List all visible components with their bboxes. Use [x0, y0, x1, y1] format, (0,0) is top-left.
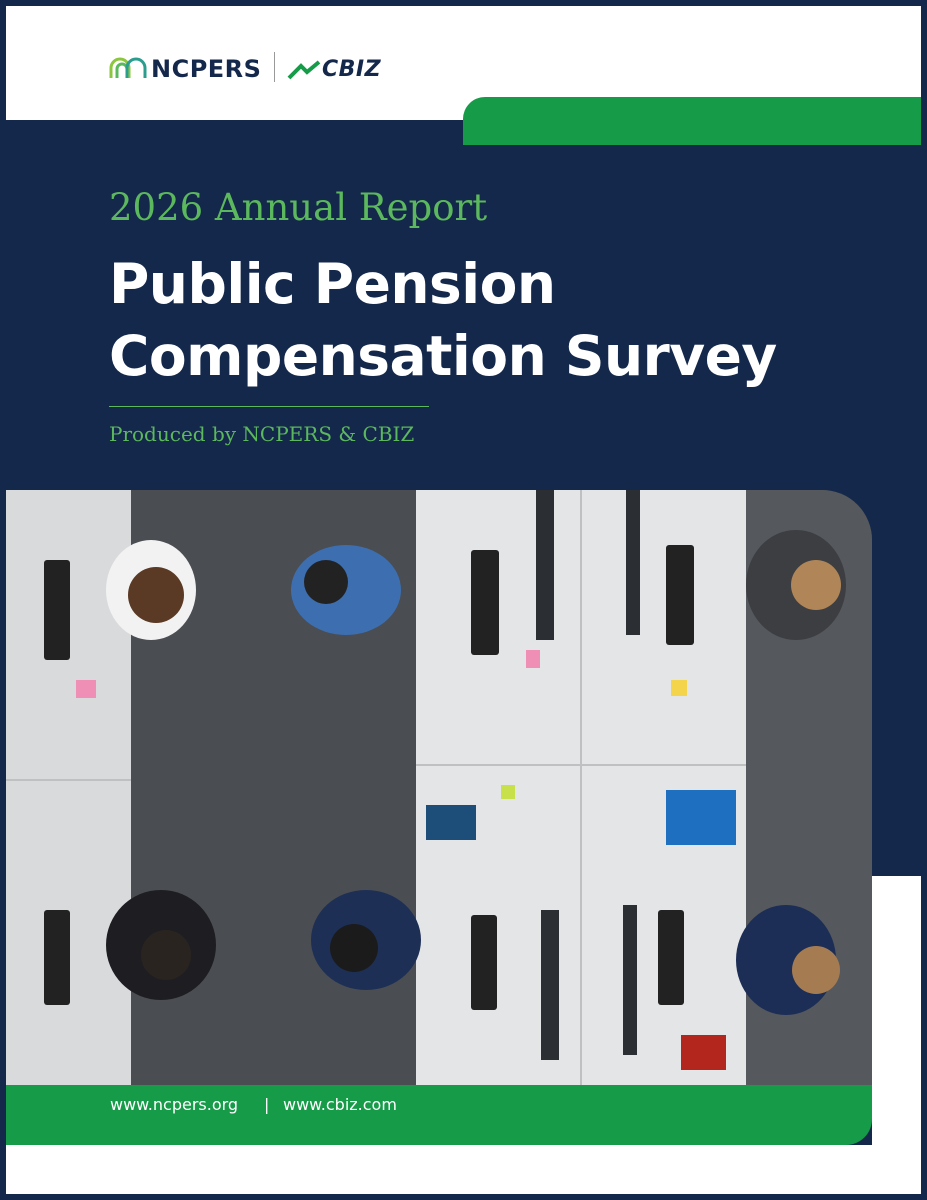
green-tab — [463, 97, 921, 145]
footer-link: www.ncpers.org — [110, 1095, 239, 1114]
white-block — [872, 876, 921, 1194]
byline: Produced by NCPERS & CBIZ — [109, 422, 415, 446]
footer-link: www.cbiz.com — [283, 1095, 397, 1114]
ncpers-logo: NCPERS — [151, 55, 262, 83]
kicker: 2026 Annual Report — [109, 186, 488, 229]
footer-separator: | — [264, 1095, 270, 1114]
logo-divider — [274, 52, 275, 82]
office-photo — [6, 490, 872, 1090]
title-line: Compensation Survey — [109, 324, 777, 388]
rule — [109, 406, 429, 407]
ncpers-mark — [109, 57, 147, 78]
white-block — [6, 1145, 921, 1194]
cbiz-logo: CBIZ — [322, 57, 382, 82]
title-line: Public Pension — [109, 252, 556, 316]
cbiz-mark — [287, 60, 321, 80]
footer-band — [6, 1085, 872, 1145]
